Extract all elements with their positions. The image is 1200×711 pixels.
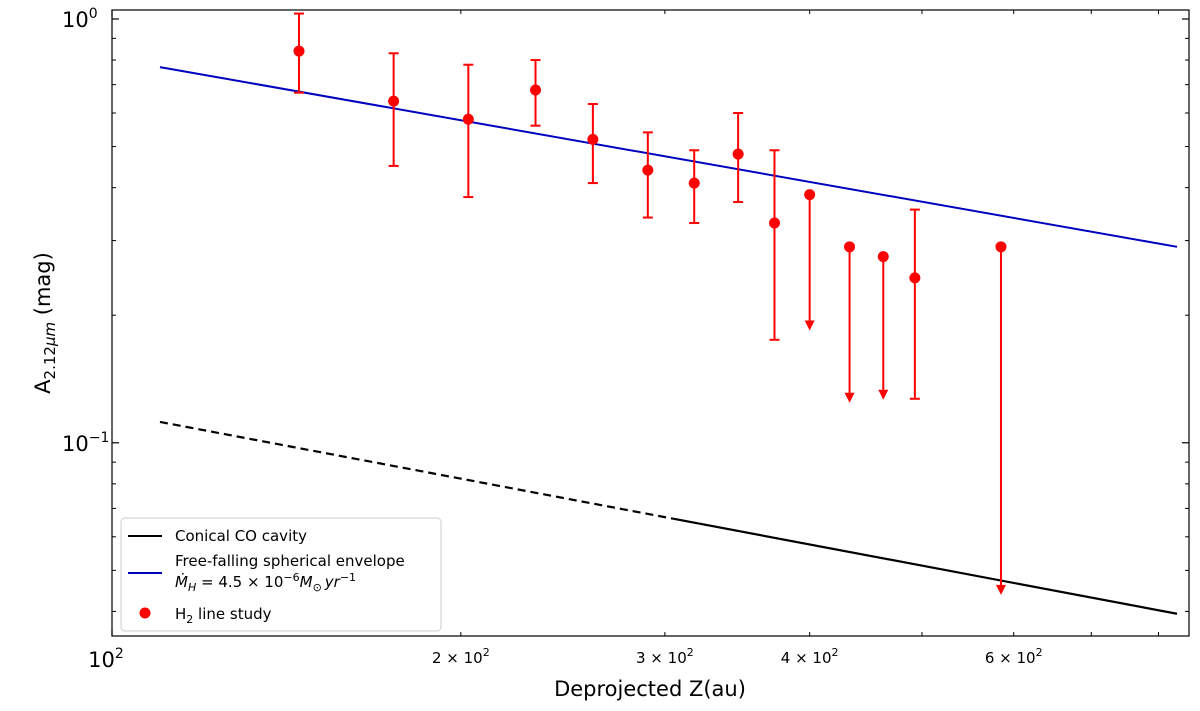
legend-label-h2: H2 line study xyxy=(175,605,272,626)
data-point-0 xyxy=(293,45,305,57)
plot-frame xyxy=(111,9,1190,637)
x-tick-label-minor-3: 6 × 102 xyxy=(985,646,1043,667)
data-point-7 xyxy=(732,148,744,160)
upper-limit-arrow-11 xyxy=(878,389,889,400)
legend-swatch-h2 xyxy=(139,607,151,619)
y-tick-base: 10 xyxy=(62,432,89,456)
y-tick-exp: 0 xyxy=(89,6,98,22)
conical-cavity-dashed-line xyxy=(159,420,674,520)
data-point-10 xyxy=(844,241,856,253)
legend: Conical CO cavity Free-falling spherical… xyxy=(120,517,442,632)
data-point-3 xyxy=(530,84,542,96)
legend-box xyxy=(120,517,442,632)
h2-tail: line study xyxy=(193,605,271,623)
data-point-9 xyxy=(804,189,816,201)
rate-sub-h: H xyxy=(188,581,196,594)
rate-mdot: Ṁ xyxy=(175,572,188,591)
rate-exp: −6 xyxy=(283,571,299,584)
x-tick-label-minor-1: 3 × 102 xyxy=(636,646,694,667)
legend-label-envelope: Free-falling spherical envelope xyxy=(175,552,405,570)
y-axis-title-main: A xyxy=(31,379,55,394)
data-layer xyxy=(159,12,1178,615)
h2-main: H xyxy=(175,605,186,623)
data-point-6 xyxy=(688,177,700,189)
data-point-8 xyxy=(768,217,780,229)
y-axis-title-sub-greek: μ xyxy=(41,337,59,348)
legend-label-conical: Conical CO cavity xyxy=(175,527,307,545)
x-axis-title: Deprojected Z(au) xyxy=(554,677,746,701)
rate-yr: yr xyxy=(324,573,341,591)
data-point-12 xyxy=(909,272,921,284)
data-point-4 xyxy=(587,133,599,145)
y-tick-label-1: 100 xyxy=(62,6,98,32)
data-point-13 xyxy=(995,241,1007,253)
rate-sun-sub: ⊙ xyxy=(313,581,322,594)
y-tick-base: 10 xyxy=(62,8,89,32)
upper-limit-arrow-10 xyxy=(844,392,855,403)
rate-exp2: −1 xyxy=(340,571,356,584)
x-tick-exp: 2 xyxy=(115,646,124,662)
data-point-11 xyxy=(877,251,889,263)
rate-mid: = 4.5 × 10 xyxy=(196,573,283,591)
y-tick-exp: −1 xyxy=(89,430,110,446)
y-axis-title-unit: (mag) xyxy=(31,252,55,322)
x-tick-part-1: 2 xyxy=(687,646,694,659)
x-tick-part-0: 4 × 10 xyxy=(781,649,832,667)
x-tick-label-minor-0: 2 × 102 xyxy=(432,646,490,667)
x-tick-part-0: 6 × 10 xyxy=(985,649,1036,667)
upper-limit-arrow-13 xyxy=(995,584,1006,595)
y-axis-title-sub: 2.12 xyxy=(41,346,59,379)
envelope-line xyxy=(159,66,1178,248)
y-axis-title-sub-m: m xyxy=(41,322,59,337)
x-tick-part-1: 2 xyxy=(483,646,490,659)
x-tick-part-0: 2 × 10 xyxy=(432,649,483,667)
x-tick-base: 10 xyxy=(88,648,115,672)
rate-msun: M xyxy=(300,573,313,591)
data-point-2 xyxy=(462,113,474,125)
h2-sub: 2 xyxy=(186,613,193,626)
x-tick-label-major-0: 102 xyxy=(88,646,124,672)
x-tick-part-1: 2 xyxy=(1036,646,1043,659)
data-point-1 xyxy=(388,95,400,107)
y-axis-title: A2.12μm (mag) xyxy=(31,252,59,394)
legend-label-envelope-rate: ṀH = 4.5 × 10−6M⊙ yr−1 xyxy=(175,571,356,594)
y-tick-label-0: 10−1 xyxy=(62,430,109,456)
data-point-5 xyxy=(642,164,654,176)
conical-cavity-solid-line xyxy=(672,517,1178,615)
upper-limit-arrow-9 xyxy=(804,320,815,331)
x-tick-part-0: 3 × 10 xyxy=(636,649,687,667)
x-tick-part-1: 2 xyxy=(832,646,839,659)
x-tick-label-minor-2: 4 × 102 xyxy=(781,646,839,667)
